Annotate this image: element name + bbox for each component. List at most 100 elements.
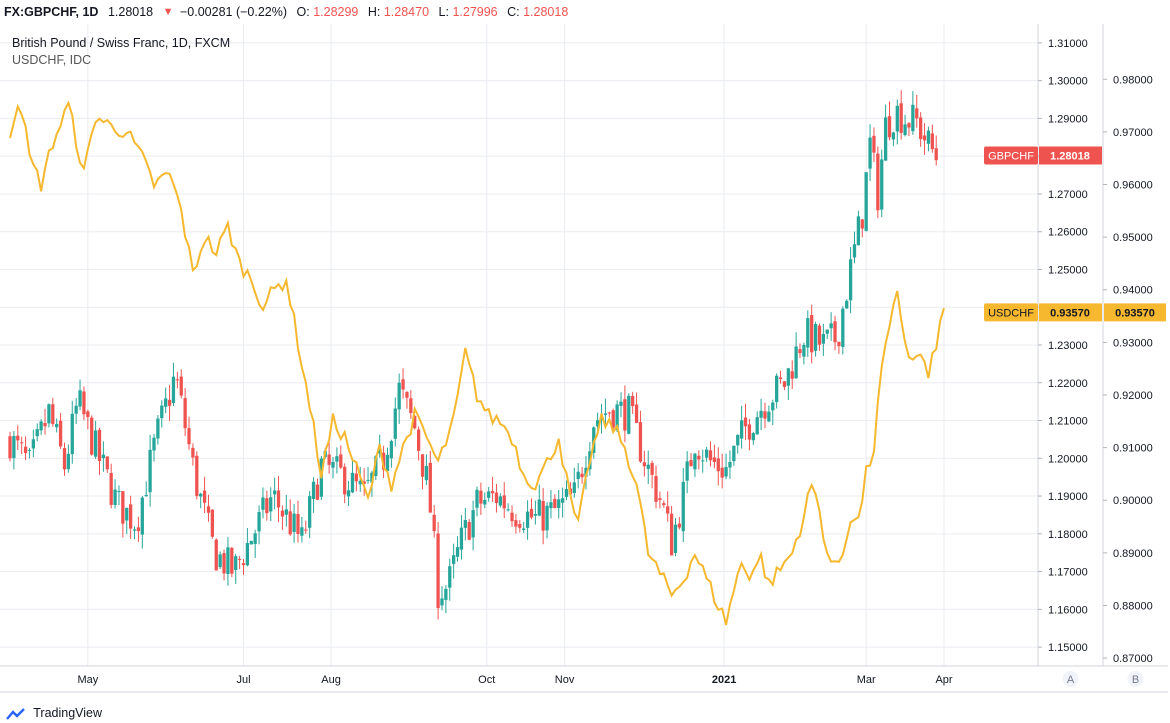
scale-button-a[interactable]: A [1067,674,1075,686]
candle-body [860,219,864,229]
scale-button-bg [1127,671,1144,687]
candle-body [891,132,896,140]
symbol-name[interactable]: FX:GBPCHF, 1D [4,5,99,19]
down-triangle-icon: ▼ [162,6,174,18]
candle-body [62,448,67,470]
candle-body [210,509,215,537]
price-chart[interactable]: 1.310001.300001.290001.280001.270001.260… [0,0,1170,703]
candle-body [887,116,892,138]
candle-body [642,462,646,467]
candle-body [739,420,744,439]
candle-body [463,520,467,528]
candle-body [903,124,907,136]
candle-body [43,422,47,427]
candle-body [743,417,748,427]
candle-body [782,381,787,387]
candle-body [681,481,685,532]
candle-body [576,471,580,480]
candle-body [440,598,444,606]
candle-body [420,454,425,477]
x-tick-label: Aug [321,674,341,686]
candle-body [12,436,16,459]
scale-button-b[interactable]: B [1132,674,1139,686]
candle-body [222,553,226,574]
candle-body [245,543,250,566]
candle-body [798,349,802,354]
candle-body [125,507,129,521]
candle-body [304,529,308,531]
candle-body [607,412,611,414]
candle-body [97,429,102,462]
candle-body [308,496,312,528]
candle-body [393,408,397,439]
candle-body [529,508,534,518]
candle-body [416,429,421,451]
candle-body [525,511,530,528]
candle-body [856,216,861,246]
candle-body [564,489,569,497]
candle-body [701,460,705,462]
candle-body [160,405,164,419]
candle-body [381,452,386,470]
candle-body [335,456,339,462]
candle-body [494,492,499,503]
candle-body [880,159,884,210]
legend-compare[interactable]: USDCHF, IDC [12,53,92,67]
candle-body [66,453,71,470]
open-value: 1.28299 [313,5,359,19]
candle-body [167,399,172,406]
candle-body [31,439,35,449]
candle-body [522,528,526,531]
candle-body [623,399,627,431]
candle-body [93,430,98,457]
candle-body [226,547,230,574]
candle-body [732,445,736,462]
legend-main[interactable]: British Pound / Swiss Franc, 1D, FXCM [12,36,231,50]
candle-body [296,514,300,534]
candle-body [767,411,771,422]
candle-body [716,458,720,472]
symbol-header: FX:GBPCHF, 1D 1.28018 ▼ −0.00281 (−0.22%… [0,0,1170,24]
candle-body [448,566,452,588]
candle-body [580,473,584,478]
candle-body [541,501,545,531]
candle-body [502,495,506,509]
candle-body [658,498,662,501]
candle-body [292,513,296,533]
candle-body [759,410,763,418]
candle-body [895,105,899,132]
candle-body [802,344,806,357]
usdchf-line [9,100,945,626]
candle-body [187,428,191,445]
candle-body [261,497,265,510]
candle-body [704,449,709,458]
candle-body [872,135,876,153]
candle-body [786,368,790,386]
close-value: 1.28018 [523,5,569,19]
axis-a-tick-label: 1.31000 [1048,38,1088,50]
candle-body [331,462,335,468]
usdchf-axis-b-badge-value: 0.93570 [1115,307,1155,319]
candle-body [455,547,460,557]
candle-body [864,172,868,231]
candle-body [339,454,343,468]
candle-body [794,346,798,379]
candle-body [257,512,261,532]
tradingview-brand[interactable]: TradingView [6,704,102,722]
candles [8,90,938,620]
candle-body [78,390,82,407]
candle-body [934,148,938,161]
candle-body [175,379,179,381]
candle-body [907,123,911,128]
candle-body [152,437,156,451]
candle-body [549,502,553,509]
candle-body [490,491,495,494]
axis-b-tick-label: 0.95000 [1113,232,1153,244]
usdchf-badge-value: 0.93570 [1050,307,1090,319]
candle-body [883,117,888,161]
candle-body [829,323,833,329]
candle-body [498,496,502,506]
candle-body [919,117,923,139]
candle-body [611,410,615,428]
usdchf-badge-label-bg [984,303,1038,322]
